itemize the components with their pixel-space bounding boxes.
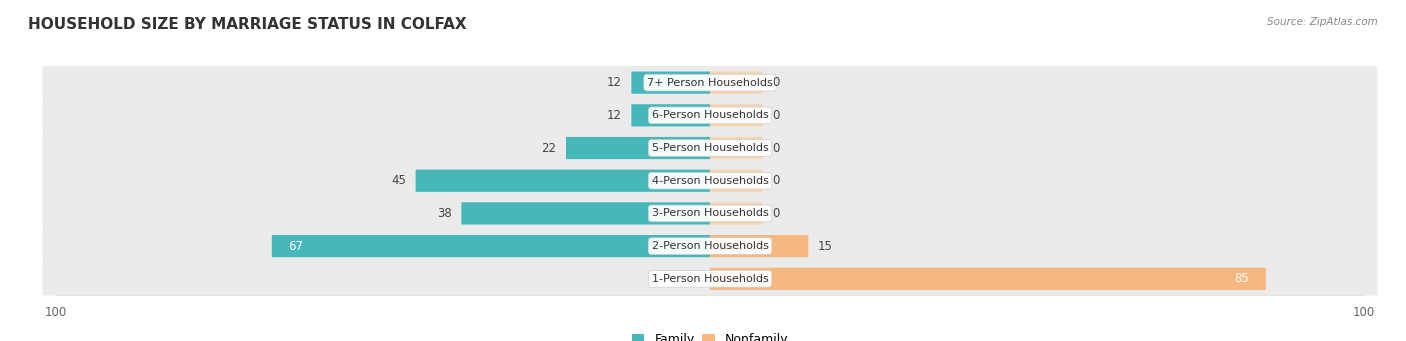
Text: 4-Person Households: 4-Person Households <box>651 176 769 186</box>
Legend: Family, Nonfamily: Family, Nonfamily <box>631 333 789 341</box>
FancyBboxPatch shape <box>42 262 1378 296</box>
Text: 5-Person Households: 5-Person Households <box>651 143 769 153</box>
Text: 3-Person Households: 3-Person Households <box>651 208 769 219</box>
Text: 38: 38 <box>437 207 451 220</box>
Text: 0: 0 <box>772 174 779 187</box>
Text: 6-Person Households: 6-Person Households <box>651 110 769 120</box>
Text: 0: 0 <box>772 142 779 154</box>
FancyBboxPatch shape <box>42 197 1378 230</box>
Text: HOUSEHOLD SIZE BY MARRIAGE STATUS IN COLFAX: HOUSEHOLD SIZE BY MARRIAGE STATUS IN COL… <box>28 17 467 32</box>
Text: 12: 12 <box>607 109 621 122</box>
FancyBboxPatch shape <box>416 169 710 192</box>
FancyBboxPatch shape <box>710 268 1265 290</box>
Text: 45: 45 <box>391 174 406 187</box>
FancyBboxPatch shape <box>42 99 1378 132</box>
Text: 85: 85 <box>1234 272 1250 285</box>
FancyBboxPatch shape <box>710 137 762 159</box>
Text: 0: 0 <box>772 109 779 122</box>
FancyBboxPatch shape <box>631 104 710 127</box>
Text: 1-Person Households: 1-Person Households <box>651 274 769 284</box>
FancyBboxPatch shape <box>710 72 762 94</box>
Text: 22: 22 <box>541 142 557 154</box>
FancyBboxPatch shape <box>710 235 808 257</box>
Text: 12: 12 <box>607 76 621 89</box>
FancyBboxPatch shape <box>42 66 1378 99</box>
Text: 15: 15 <box>818 240 832 253</box>
Text: 67: 67 <box>288 240 304 253</box>
FancyBboxPatch shape <box>271 235 710 257</box>
Text: 0: 0 <box>772 207 779 220</box>
FancyBboxPatch shape <box>710 202 762 224</box>
FancyBboxPatch shape <box>42 164 1378 197</box>
FancyBboxPatch shape <box>631 72 710 94</box>
FancyBboxPatch shape <box>710 104 762 127</box>
Text: 2-Person Households: 2-Person Households <box>651 241 769 251</box>
Text: Source: ZipAtlas.com: Source: ZipAtlas.com <box>1267 17 1378 27</box>
Text: 0: 0 <box>772 76 779 89</box>
Text: 7+ Person Households: 7+ Person Households <box>647 78 773 88</box>
FancyBboxPatch shape <box>567 137 710 159</box>
FancyBboxPatch shape <box>42 131 1378 165</box>
FancyBboxPatch shape <box>42 229 1378 263</box>
FancyBboxPatch shape <box>461 202 710 224</box>
FancyBboxPatch shape <box>710 169 762 192</box>
